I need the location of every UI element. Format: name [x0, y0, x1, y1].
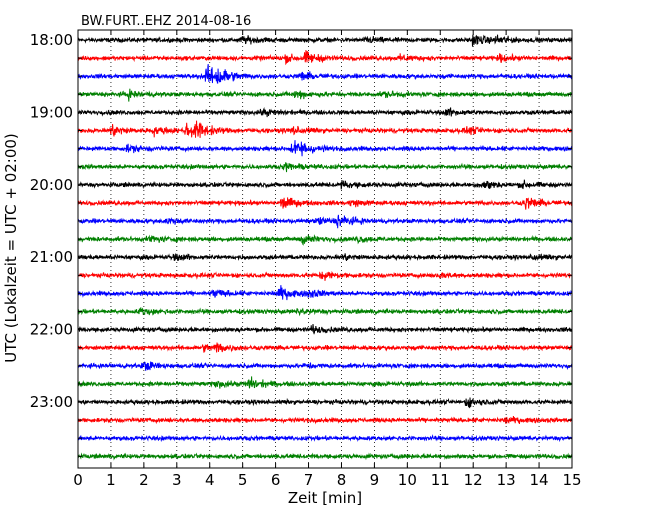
y-tick-label: 23:00	[30, 393, 73, 411]
x-tick-label: 2	[139, 471, 149, 489]
trace-1915	[77, 120, 573, 138]
trace-2230	[77, 361, 573, 371]
x-tick-label: 15	[562, 471, 581, 489]
trace-2200	[77, 324, 573, 335]
trace-2300	[77, 397, 573, 409]
y-tick-label: 20:00	[30, 176, 73, 194]
chart-title: BW.FURT..EHZ 2014-08-16	[81, 14, 251, 29]
trace-2145	[77, 307, 573, 317]
x-tick-label: 7	[304, 471, 314, 489]
x-tick-label: 13	[497, 471, 516, 489]
trace-1845	[77, 88, 573, 102]
trace-2045	[77, 234, 573, 246]
trace-2100	[77, 252, 573, 262]
x-tick-label: 1	[106, 471, 116, 489]
trace-2245	[77, 376, 573, 389]
trace-1945	[77, 162, 573, 173]
trace-2015	[77, 197, 573, 210]
y-tick-label: 21:00	[30, 248, 73, 266]
plot-frame	[77, 29, 573, 469]
trace-1900	[77, 106, 573, 118]
trace-2130	[77, 285, 573, 301]
trace-1815	[77, 50, 573, 66]
y-tick-label: 18:00	[30, 31, 73, 49]
trace-1800	[77, 34, 573, 47]
x-tick-label: 3	[172, 471, 182, 489]
trace-2215	[77, 342, 573, 353]
y-axis-label: UTC (Lokalzeit = UTC + 02:00)	[2, 133, 20, 363]
y-axis: 18:00 19:00 20:00 21:00 22:00 23:00	[30, 31, 572, 457]
seismic-traces	[77, 34, 573, 461]
trace-1830	[77, 64, 573, 84]
trace-2000	[77, 179, 573, 190]
x-tick-label: 6	[271, 471, 281, 489]
trace-2345	[77, 452, 573, 461]
y-tick-label: 22:00	[30, 321, 73, 339]
trace-2030	[77, 214, 573, 229]
y-tick-label: 19:00	[30, 103, 73, 121]
x-axis: 0 1 2 3 4 5 6 7 8 9 10 11 12 13 14 15	[73, 30, 582, 489]
x-tick-label: 9	[370, 471, 380, 489]
trace-2330	[77, 434, 573, 443]
x-tick-label: 14	[530, 471, 549, 489]
x-tick-label: 4	[205, 471, 215, 489]
x-tick-label: 0	[73, 471, 83, 489]
x-tick-label: 11	[431, 471, 450, 489]
trace-1930	[77, 140, 573, 157]
trace-2315	[77, 416, 573, 425]
x-tick-label: 5	[238, 471, 248, 489]
x-tick-label: 12	[464, 471, 483, 489]
x-axis-label: Zeit [min]	[288, 489, 362, 507]
x-tick-label: 10	[398, 471, 417, 489]
trace-2115	[77, 270, 573, 281]
x-tick-label: 8	[337, 471, 347, 489]
